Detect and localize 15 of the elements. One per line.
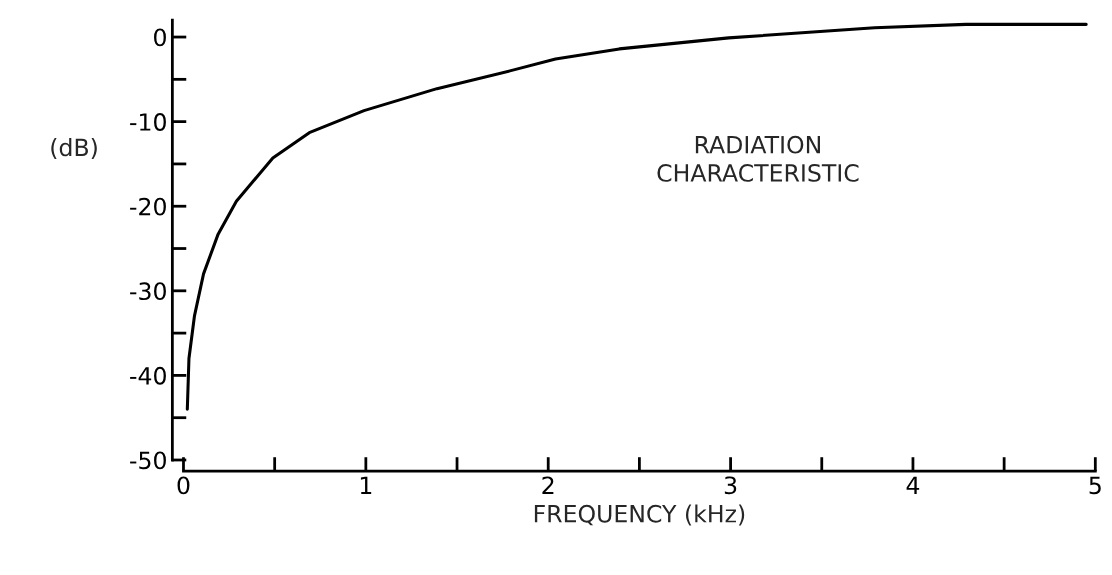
y-tick-label: -50 bbox=[130, 451, 166, 470]
annotation: RADIATION CHARACTERISTIC bbox=[657, 135, 859, 182]
x-tick-label: 2 bbox=[542, 476, 554, 494]
x-tick-label: 1 bbox=[360, 476, 372, 494]
x-tick-label: 0 bbox=[177, 476, 190, 495]
x-tick-label: 5 bbox=[1089, 476, 1101, 495]
y-tick-label: -40 bbox=[130, 366, 166, 385]
x-tick-label: 4 bbox=[906, 476, 920, 494]
x-tick-label: 3 bbox=[724, 476, 737, 495]
x-axis-title: FREQUENCY (kHz) bbox=[534, 504, 745, 526]
y-tick-label: 0 bbox=[154, 28, 166, 47]
y-tick-label: -10 bbox=[130, 113, 166, 131]
y-tick-label: -30 bbox=[130, 282, 166, 301]
y-tick-label: -20 bbox=[130, 197, 166, 216]
y-axis-title: (dB) bbox=[51, 138, 97, 160]
